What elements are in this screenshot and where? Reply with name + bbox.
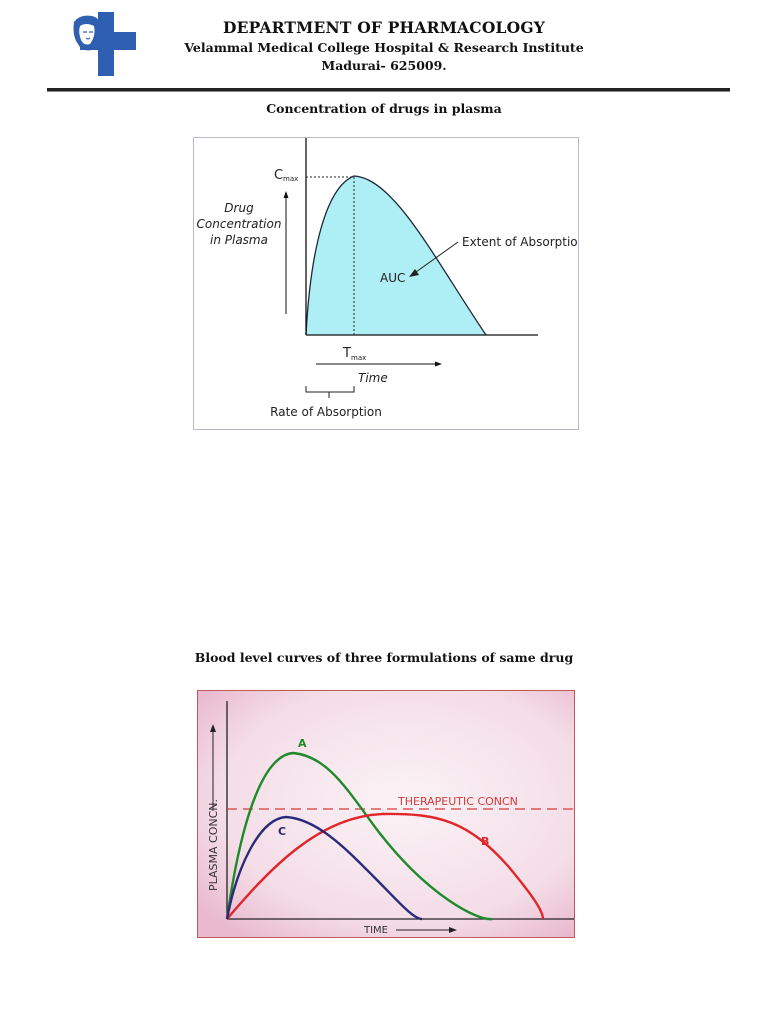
institution-address: Madurai- 625009. <box>321 58 447 73</box>
ylabel-line2: Concentration <box>197 217 282 231</box>
figure1-title: Concentration of drugs in plasma <box>266 101 502 116</box>
plasma-concn-label: PLASMA CONCN. <box>207 799 220 891</box>
rate-bracket <box>305 386 355 398</box>
time-arrowhead-icon <box>435 361 442 367</box>
cmax-label: C <box>274 168 283 183</box>
curve-c <box>225 815 423 921</box>
time-label: TIME <box>363 925 388 936</box>
extent-arrowhead-icon <box>409 269 419 277</box>
rate-label: Rate of Absorption <box>270 405 382 419</box>
concentration-curve <box>305 175 487 336</box>
blood-level-curves-figure: THERAPEUTIC CONCN A B C PLASMA CONCN. TI… <box>197 690 575 938</box>
curve-c-label: C <box>278 825 286 838</box>
curve-a-label: A <box>298 737 307 750</box>
portrait-icon <box>73 15 101 51</box>
tmax-label: T <box>342 346 351 361</box>
tmax-sub: max <box>351 354 366 362</box>
therapeutic-label: THERAPEUTIC CONCN <box>397 795 518 808</box>
time-label: Time <box>358 371 388 385</box>
x-arrowhead-icon <box>449 927 457 933</box>
auc-area <box>306 176 486 335</box>
ylabel-line3: in Plasma <box>210 233 268 247</box>
figure2-title: Blood level curves of three formulations… <box>194 650 574 665</box>
plasma-concentration-figure: C max Drug Concentration in Plasma Exten… <box>193 137 585 430</box>
medical-cross-logo <box>73 12 136 76</box>
extent-label: Extent of Absorption <box>462 235 578 249</box>
curve-a <box>225 751 493 921</box>
y-arrowhead-icon <box>210 724 216 732</box>
cmax-sub: max <box>283 175 298 183</box>
ylabel-line1: Drug <box>224 201 254 215</box>
auc-label: AUC <box>380 271 405 285</box>
header-divider <box>47 88 730 91</box>
institution-name: Velammal Medical College Hospital & Rese… <box>184 40 584 55</box>
curve-b <box>226 812 545 920</box>
header-divider-shadow <box>47 91 730 92</box>
department-title: DEPARTMENT OF PHARMACOLOGY <box>222 18 546 37</box>
y-arrowhead-icon <box>283 191 289 198</box>
curve-b-label: B <box>481 835 489 848</box>
